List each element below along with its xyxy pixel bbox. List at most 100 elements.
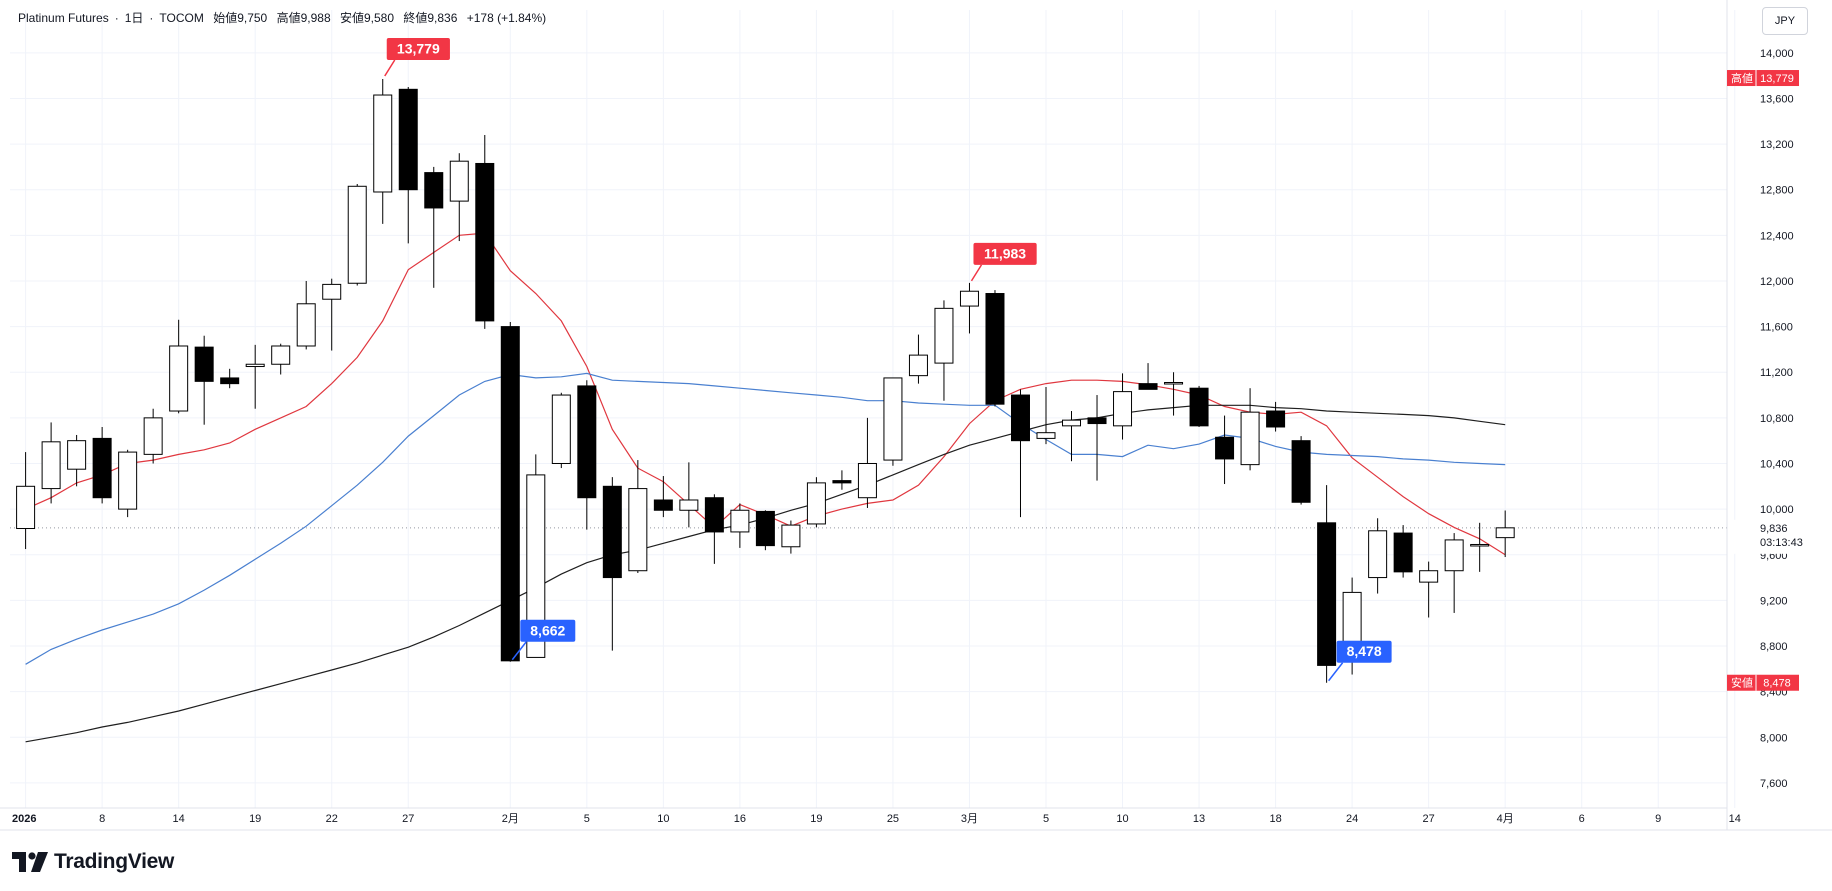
last-price-value: 9,836 <box>1760 523 1788 535</box>
candle[interactable] <box>1291 436 1311 505</box>
candle[interactable] <box>41 422 61 504</box>
candle[interactable] <box>347 184 367 286</box>
candle-body-up <box>1113 391 1133 427</box>
candle[interactable] <box>628 460 648 574</box>
candle[interactable] <box>1087 395 1107 481</box>
candle[interactable] <box>577 380 597 530</box>
candle[interactable] <box>1215 415 1235 485</box>
axis-tag-value: 13,779 <box>1760 73 1794 85</box>
high-value: 9,988 <box>300 11 331 25</box>
candle-body-up <box>16 485 36 530</box>
high-axis-tag: 高値 13,779 <box>1727 70 1799 87</box>
candle[interactable] <box>1010 389 1030 518</box>
candle[interactable] <box>985 290 1005 407</box>
candle-body-down <box>1087 417 1107 425</box>
candle[interactable] <box>883 377 903 466</box>
moving-averages <box>25 232 1506 743</box>
candle[interactable] <box>1393 525 1413 578</box>
bar-countdown: 03:13:43 <box>1760 537 1803 549</box>
candle[interactable] <box>653 476 673 518</box>
y-tick-label: 10,400 <box>1760 458 1794 470</box>
candle[interactable] <box>271 343 291 375</box>
candle[interactable] <box>92 426 112 504</box>
candle[interactable] <box>1113 373 1133 440</box>
candle[interactable] <box>67 434 87 487</box>
candle[interactable] <box>755 510 775 551</box>
candle[interactable] <box>1419 561 1439 618</box>
marker-box <box>973 242 1037 265</box>
candle[interactable] <box>1495 510 1515 558</box>
candle-body-up <box>1342 591 1362 642</box>
candle[interactable] <box>220 368 240 389</box>
candle[interactable] <box>679 462 699 528</box>
candle-body-up <box>1368 530 1388 579</box>
candle-body-up <box>1470 543 1490 547</box>
candle[interactable] <box>934 300 954 401</box>
candle[interactable] <box>1470 522 1490 572</box>
candle-body-up <box>169 345 189 412</box>
candle-body-up <box>959 290 979 307</box>
candle[interactable] <box>551 392 571 469</box>
axes: 7,6008,0008,4008,8009,2009,60010,00010,4… <box>0 0 1832 831</box>
candle[interactable] <box>373 79 393 224</box>
candle[interactable] <box>245 344 265 409</box>
candle[interactable] <box>602 477 622 651</box>
open-label: 始値 <box>213 11 238 25</box>
candle[interactable] <box>424 166 444 288</box>
candle[interactable] <box>118 449 138 518</box>
candle[interactable] <box>1138 363 1158 390</box>
candle[interactable] <box>1240 388 1260 471</box>
candle[interactable] <box>908 334 928 384</box>
candle[interactable] <box>1062 411 1082 462</box>
currency-button[interactable]: JPY <box>1762 7 1808 35</box>
candle[interactable] <box>1036 387 1056 445</box>
candle[interactable] <box>1444 533 1464 613</box>
high-price-marker: 11,983 <box>970 242 1037 282</box>
candle[interactable] <box>1368 518 1388 594</box>
candle[interactable] <box>1266 401 1286 432</box>
candle-body-up <box>806 482 826 525</box>
x-tick-label: 10 <box>1116 813 1128 825</box>
symbol-name[interactable]: Platinum Futures <box>18 11 109 25</box>
exchange: TOCOM <box>159 11 204 25</box>
y-tick-label: 9,200 <box>1760 595 1788 607</box>
marker-label: 11,983 <box>984 245 1026 261</box>
candle-body-up <box>245 363 265 368</box>
candle-body-up <box>679 499 699 511</box>
candle[interactable] <box>475 134 495 329</box>
candle[interactable] <box>296 280 316 350</box>
candle[interactable] <box>781 520 801 554</box>
low-price-marker: 8,662 <box>511 619 576 661</box>
y-tick-label: 11,600 <box>1760 322 1793 334</box>
candle[interactable] <box>449 153 469 242</box>
y-tick-label: 8,800 <box>1760 641 1788 653</box>
candle[interactable] <box>398 87 418 244</box>
candle[interactable] <box>1189 385 1209 427</box>
candle[interactable] <box>1164 372 1184 416</box>
marker-label: 8,478 <box>1347 643 1382 659</box>
candle-body-down <box>194 346 214 382</box>
candle[interactable] <box>832 470 852 490</box>
candle-body-up <box>730 509 750 533</box>
candle[interactable] <box>1317 485 1337 683</box>
candle[interactable] <box>16 452 36 550</box>
candlesticks[interactable] <box>16 79 1515 683</box>
candle[interactable] <box>169 319 189 414</box>
interval[interactable]: 1日 <box>124 11 144 25</box>
candle[interactable] <box>322 278 342 351</box>
candle[interactable] <box>857 417 877 508</box>
candle[interactable] <box>704 494 724 564</box>
candle[interactable] <box>730 503 750 548</box>
low-value: 9,580 <box>363 11 395 25</box>
x-tick-label: 18 <box>1269 813 1281 825</box>
y-tick-label: 13,200 <box>1760 139 1794 151</box>
candle[interactable] <box>959 282 979 334</box>
tradingview-logo[interactable]: TradingView <box>12 849 174 875</box>
marker-box <box>1336 640 1392 663</box>
candle[interactable] <box>806 477 826 528</box>
candle[interactable] <box>194 335 214 425</box>
candle[interactable] <box>500 322 520 662</box>
change-value: +178 (+1.84%) <box>466 11 547 25</box>
candle[interactable] <box>143 408 163 464</box>
